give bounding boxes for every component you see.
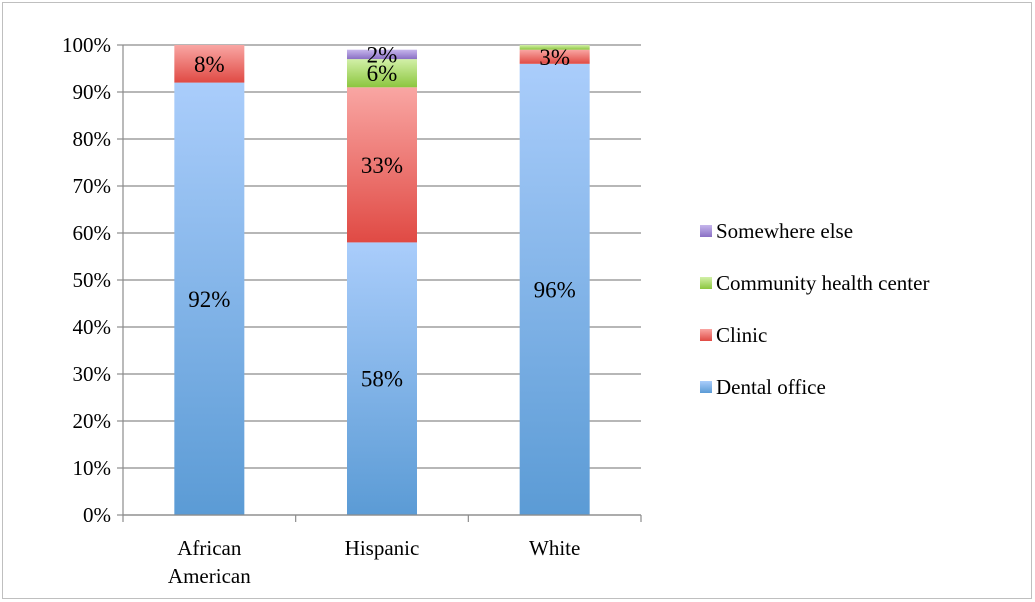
y-tick-label: 40% bbox=[73, 315, 112, 339]
data-label: 33% bbox=[361, 153, 403, 178]
bar-clinic-hispanic bbox=[347, 87, 417, 243]
x-category-label: American bbox=[168, 564, 251, 588]
bar-dental-office-african-american bbox=[174, 82, 245, 515]
x-category-label: African bbox=[177, 536, 242, 560]
y-tick-label: 60% bbox=[73, 221, 112, 245]
x-category-label: Hispanic bbox=[345, 536, 420, 560]
bars bbox=[174, 45, 590, 516]
legend-label-community-health-center: Community health center bbox=[716, 271, 929, 295]
y-tick-label: 70% bbox=[73, 174, 112, 198]
y-tick-label: 30% bbox=[73, 362, 112, 386]
bar-clinic-white bbox=[519, 49, 590, 64]
data-label: 8% bbox=[194, 52, 225, 77]
legend-label-clinic: Clinic bbox=[716, 323, 767, 347]
bar-clinic-african-american bbox=[174, 45, 245, 83]
y-tick-label: 50% bbox=[73, 268, 112, 292]
axes: 0% 10% 20% 30% 40% 50% 60% 70% 80% 90% 100% African… bbox=[62, 33, 642, 588]
bar-community-health-center-white bbox=[519, 45, 590, 50]
data-label: 92% bbox=[188, 287, 230, 312]
y-tick-label: 80% bbox=[73, 127, 112, 151]
x-category-label: White bbox=[529, 536, 580, 560]
data-label: 58% bbox=[361, 367, 403, 392]
data-labels: 92% 8% 58% 33% 6%2% 96% 3% bbox=[188, 42, 576, 391]
y-tick-label: 20% bbox=[73, 409, 112, 433]
bar-dental-office-hispanic bbox=[347, 242, 417, 515]
data-label: 3% bbox=[539, 45, 570, 70]
data-label: 2% bbox=[367, 42, 398, 67]
legend-label-dental-office: Dental office bbox=[716, 375, 826, 399]
legend-label-somewhere-else: Somewhere else bbox=[716, 219, 853, 243]
data-label: 6% bbox=[367, 61, 398, 86]
bar-somewhere-else-hispanic bbox=[347, 49, 417, 60]
y-tick-label: 0% bbox=[83, 503, 111, 527]
y-tick-label: 100% bbox=[62, 33, 111, 57]
legend: Somewhere else Community health center Cli… bbox=[700, 219, 929, 399]
legend-swatch-community-health-center bbox=[700, 277, 712, 289]
stacked-bar-chart: 0% 10% 20% 30% 40% 50% 60% 70% 80% 90% 100% African… bbox=[62, 33, 929, 588]
legend-swatch-clinic bbox=[700, 329, 712, 341]
bar-community-health-center-hispanic bbox=[347, 59, 417, 88]
data-label: 96% bbox=[534, 277, 576, 302]
y-tick-label: 10% bbox=[73, 456, 112, 480]
y-tick-label: 90% bbox=[73, 80, 112, 104]
bar-dental-office-white bbox=[519, 63, 590, 516]
legend-swatch-dental-office bbox=[700, 381, 712, 393]
legend-swatch-somewhere-else bbox=[700, 225, 712, 237]
